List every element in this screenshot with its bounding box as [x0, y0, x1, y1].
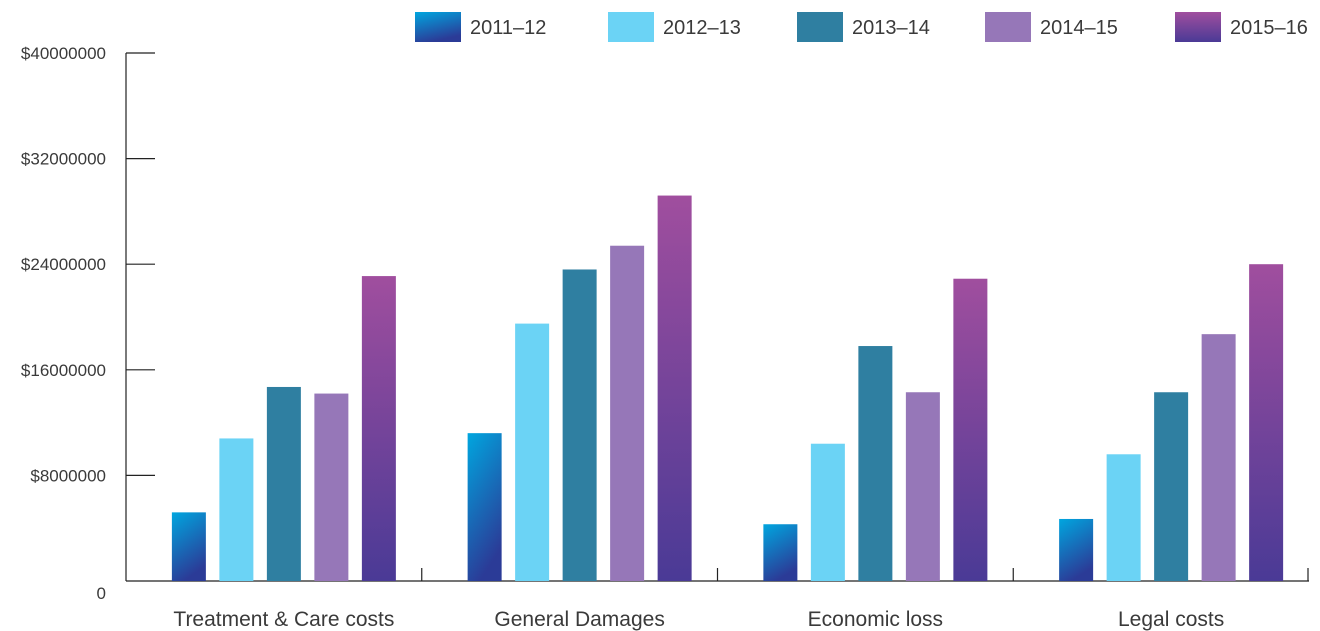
y-tick-label: 0 — [97, 584, 106, 603]
bars — [171, 195, 1284, 581]
y-tick-label: $16000000 — [21, 361, 106, 380]
bar — [1059, 518, 1094, 581]
bar — [266, 386, 301, 581]
legend-swatch — [415, 12, 461, 42]
bar — [515, 323, 550, 581]
bar — [657, 195, 692, 581]
legend: 2011–12 2012–13 2013–14 2014–15 2015–16 — [415, 12, 1308, 42]
bar — [467, 433, 502, 581]
y-tick-label: $8000000 — [30, 466, 106, 485]
bar — [1106, 454, 1141, 581]
legend-swatch — [985, 12, 1031, 42]
x-category-label: Economic loss — [808, 608, 943, 631]
legend-item: 2015–16 — [1175, 12, 1308, 42]
y-tick-label: $24000000 — [21, 255, 106, 274]
legend-item: 2011–12 — [415, 12, 546, 42]
bar — [905, 392, 940, 581]
bar — [171, 512, 206, 581]
bar — [810, 443, 845, 581]
x-category-label: Legal costs — [1118, 608, 1224, 631]
legend-label: 2015–16 — [1230, 17, 1308, 39]
legend-swatch — [608, 12, 654, 42]
legend-item: 2012–13 — [608, 12, 741, 42]
bar — [314, 393, 349, 581]
bar — [361, 276, 396, 581]
bar — [219, 438, 254, 581]
bar — [610, 245, 645, 581]
bar — [858, 346, 893, 581]
bar — [763, 524, 798, 581]
x-category-label: General Damages — [494, 608, 664, 631]
category-labels: Treatment & Care costs General Damages Eco… — [173, 608, 1224, 631]
bar — [1249, 264, 1284, 581]
legend-item: 2013–14 — [797, 12, 930, 42]
y-tick-label: $32000000 — [21, 150, 106, 169]
bar — [953, 278, 988, 581]
bar — [1201, 334, 1236, 581]
legend-label: 2013–14 — [852, 17, 930, 39]
legend-label: 2011–12 — [470, 17, 546, 39]
legend-label: 2014–15 — [1040, 17, 1118, 39]
legend-swatch — [797, 12, 843, 42]
x-category-label: Treatment & Care costs — [173, 608, 394, 631]
legend-swatch — [1175, 12, 1221, 42]
y-tick-label: $40000000 — [21, 44, 106, 63]
legend-label: 2012–13 — [663, 17, 741, 39]
bar — [1154, 392, 1189, 581]
bar — [562, 269, 597, 581]
legend-item: 2014–15 — [985, 12, 1118, 42]
